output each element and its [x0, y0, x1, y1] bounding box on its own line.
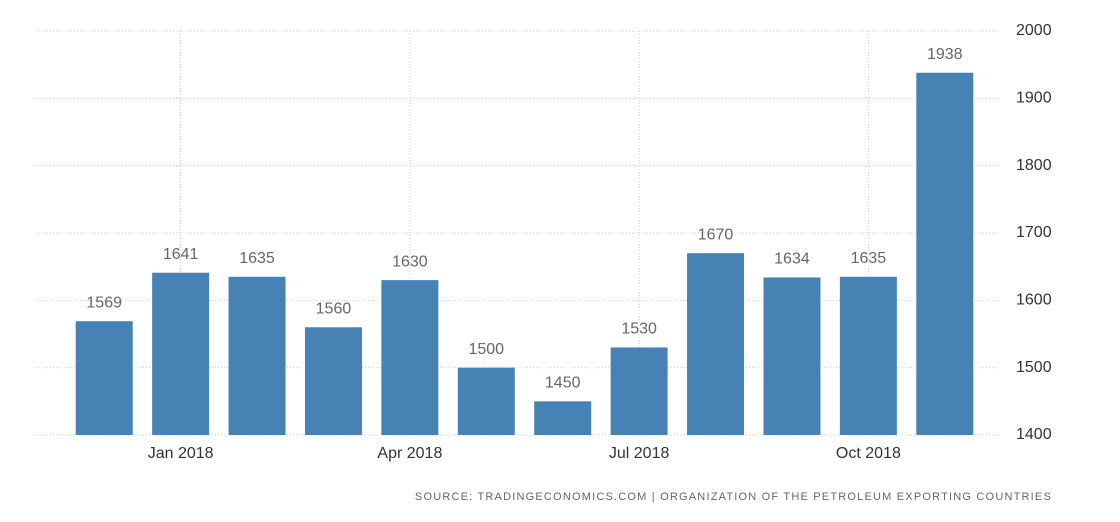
bar [916, 72, 974, 435]
bar [687, 253, 745, 435]
x-tick-label: Oct 2018 [836, 445, 901, 462]
value-label: 1500 [468, 341, 504, 358]
bar [763, 277, 821, 435]
value-label: 1938 [927, 46, 963, 63]
y-tick-label: 1900 [1016, 90, 1052, 107]
value-label: 1569 [86, 294, 122, 311]
value-label: 1634 [774, 251, 810, 268]
x-tick-label: Apr 2018 [377, 445, 442, 462]
x-tick-label: Jan 2018 [148, 445, 214, 462]
y-tick-label: 1600 [1016, 292, 1052, 309]
value-label: 1641 [163, 246, 199, 263]
y-tick-label: 1400 [1016, 426, 1052, 443]
bar [381, 280, 439, 435]
source: SOURCE: TRADINGECONOMICS.COM | ORGANIZAT… [415, 491, 1052, 503]
bar [457, 367, 515, 435]
y-tick-label: 1700 [1016, 224, 1052, 241]
value-label: 1635 [851, 250, 887, 267]
bar [228, 276, 286, 435]
value-label: 1630 [392, 253, 428, 270]
y-tick-label: 1500 [1016, 359, 1052, 376]
bar [610, 347, 668, 435]
bar [839, 276, 897, 435]
value-label: 1450 [545, 375, 581, 392]
value-label: 1530 [621, 321, 657, 338]
value-label: 1635 [239, 250, 275, 267]
y-tick-label: 1800 [1016, 157, 1052, 174]
bar [152, 272, 210, 435]
bar [75, 321, 133, 435]
y-tick-label: 2000 [1016, 22, 1052, 39]
bar [304, 327, 362, 435]
x-tick-label: Jul 2018 [609, 445, 670, 462]
value-label: 1670 [698, 226, 734, 243]
bar [534, 401, 592, 435]
value-label: 1560 [316, 300, 352, 317]
